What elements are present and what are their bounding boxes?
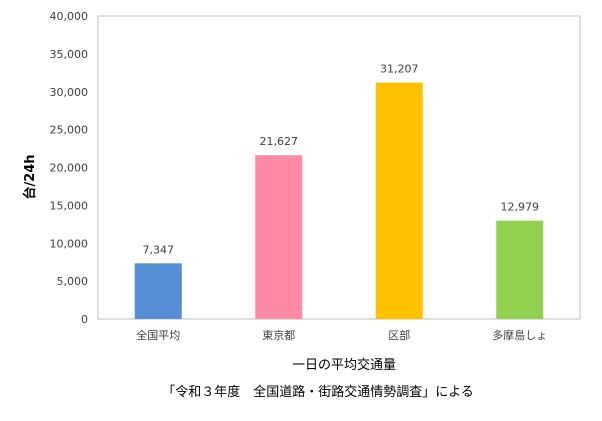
y-tick-label: 40,000 [50,10,89,23]
y-tick-label: 15,000 [50,199,89,212]
data-label: 31,207 [380,63,419,76]
x-axis-category-labels: 全国平均 東京都 区部 多摩島しょ [136,328,547,342]
y-tick-label: 5,000 [57,275,89,288]
plot-area-border [97,15,581,320]
bar [255,155,303,319]
y-tick-label: 0 [81,313,88,326]
y-tick-label: 35,000 [50,48,89,61]
bar [134,263,182,319]
source-note: 「令和３年度 全国道路・街路交通情勢調査」による [162,384,474,400]
y-tick-label: 30,000 [50,86,89,99]
bar [375,82,423,320]
y-axis-title: 台/24h [22,154,38,199]
plot-frame [97,15,581,320]
y-axis-ticks: 0 5,000 10,000 15,000 20,000 25,000 30,000 35,0… [50,10,89,326]
data-label: 12,979 [501,201,540,214]
y-tick-label: 10,000 [50,237,89,250]
x-axis-title: 一日の平均交通量 [292,357,396,373]
data-label: 21,627 [260,135,299,148]
x-category-label: 多摩島しょ [492,328,547,342]
y-tick-label: 25,000 [50,124,89,137]
y-tick-label: 20,000 [50,162,89,175]
bar [496,220,544,319]
x-category-label: 東京都 [262,328,295,342]
bars [134,82,544,320]
x-category-label: 区部 [388,328,410,342]
x-category-label: 全国平均 [136,328,180,342]
data-labels: 7,347 21,627 31,207 12,979 [143,63,540,257]
data-label: 7,347 [143,243,175,256]
